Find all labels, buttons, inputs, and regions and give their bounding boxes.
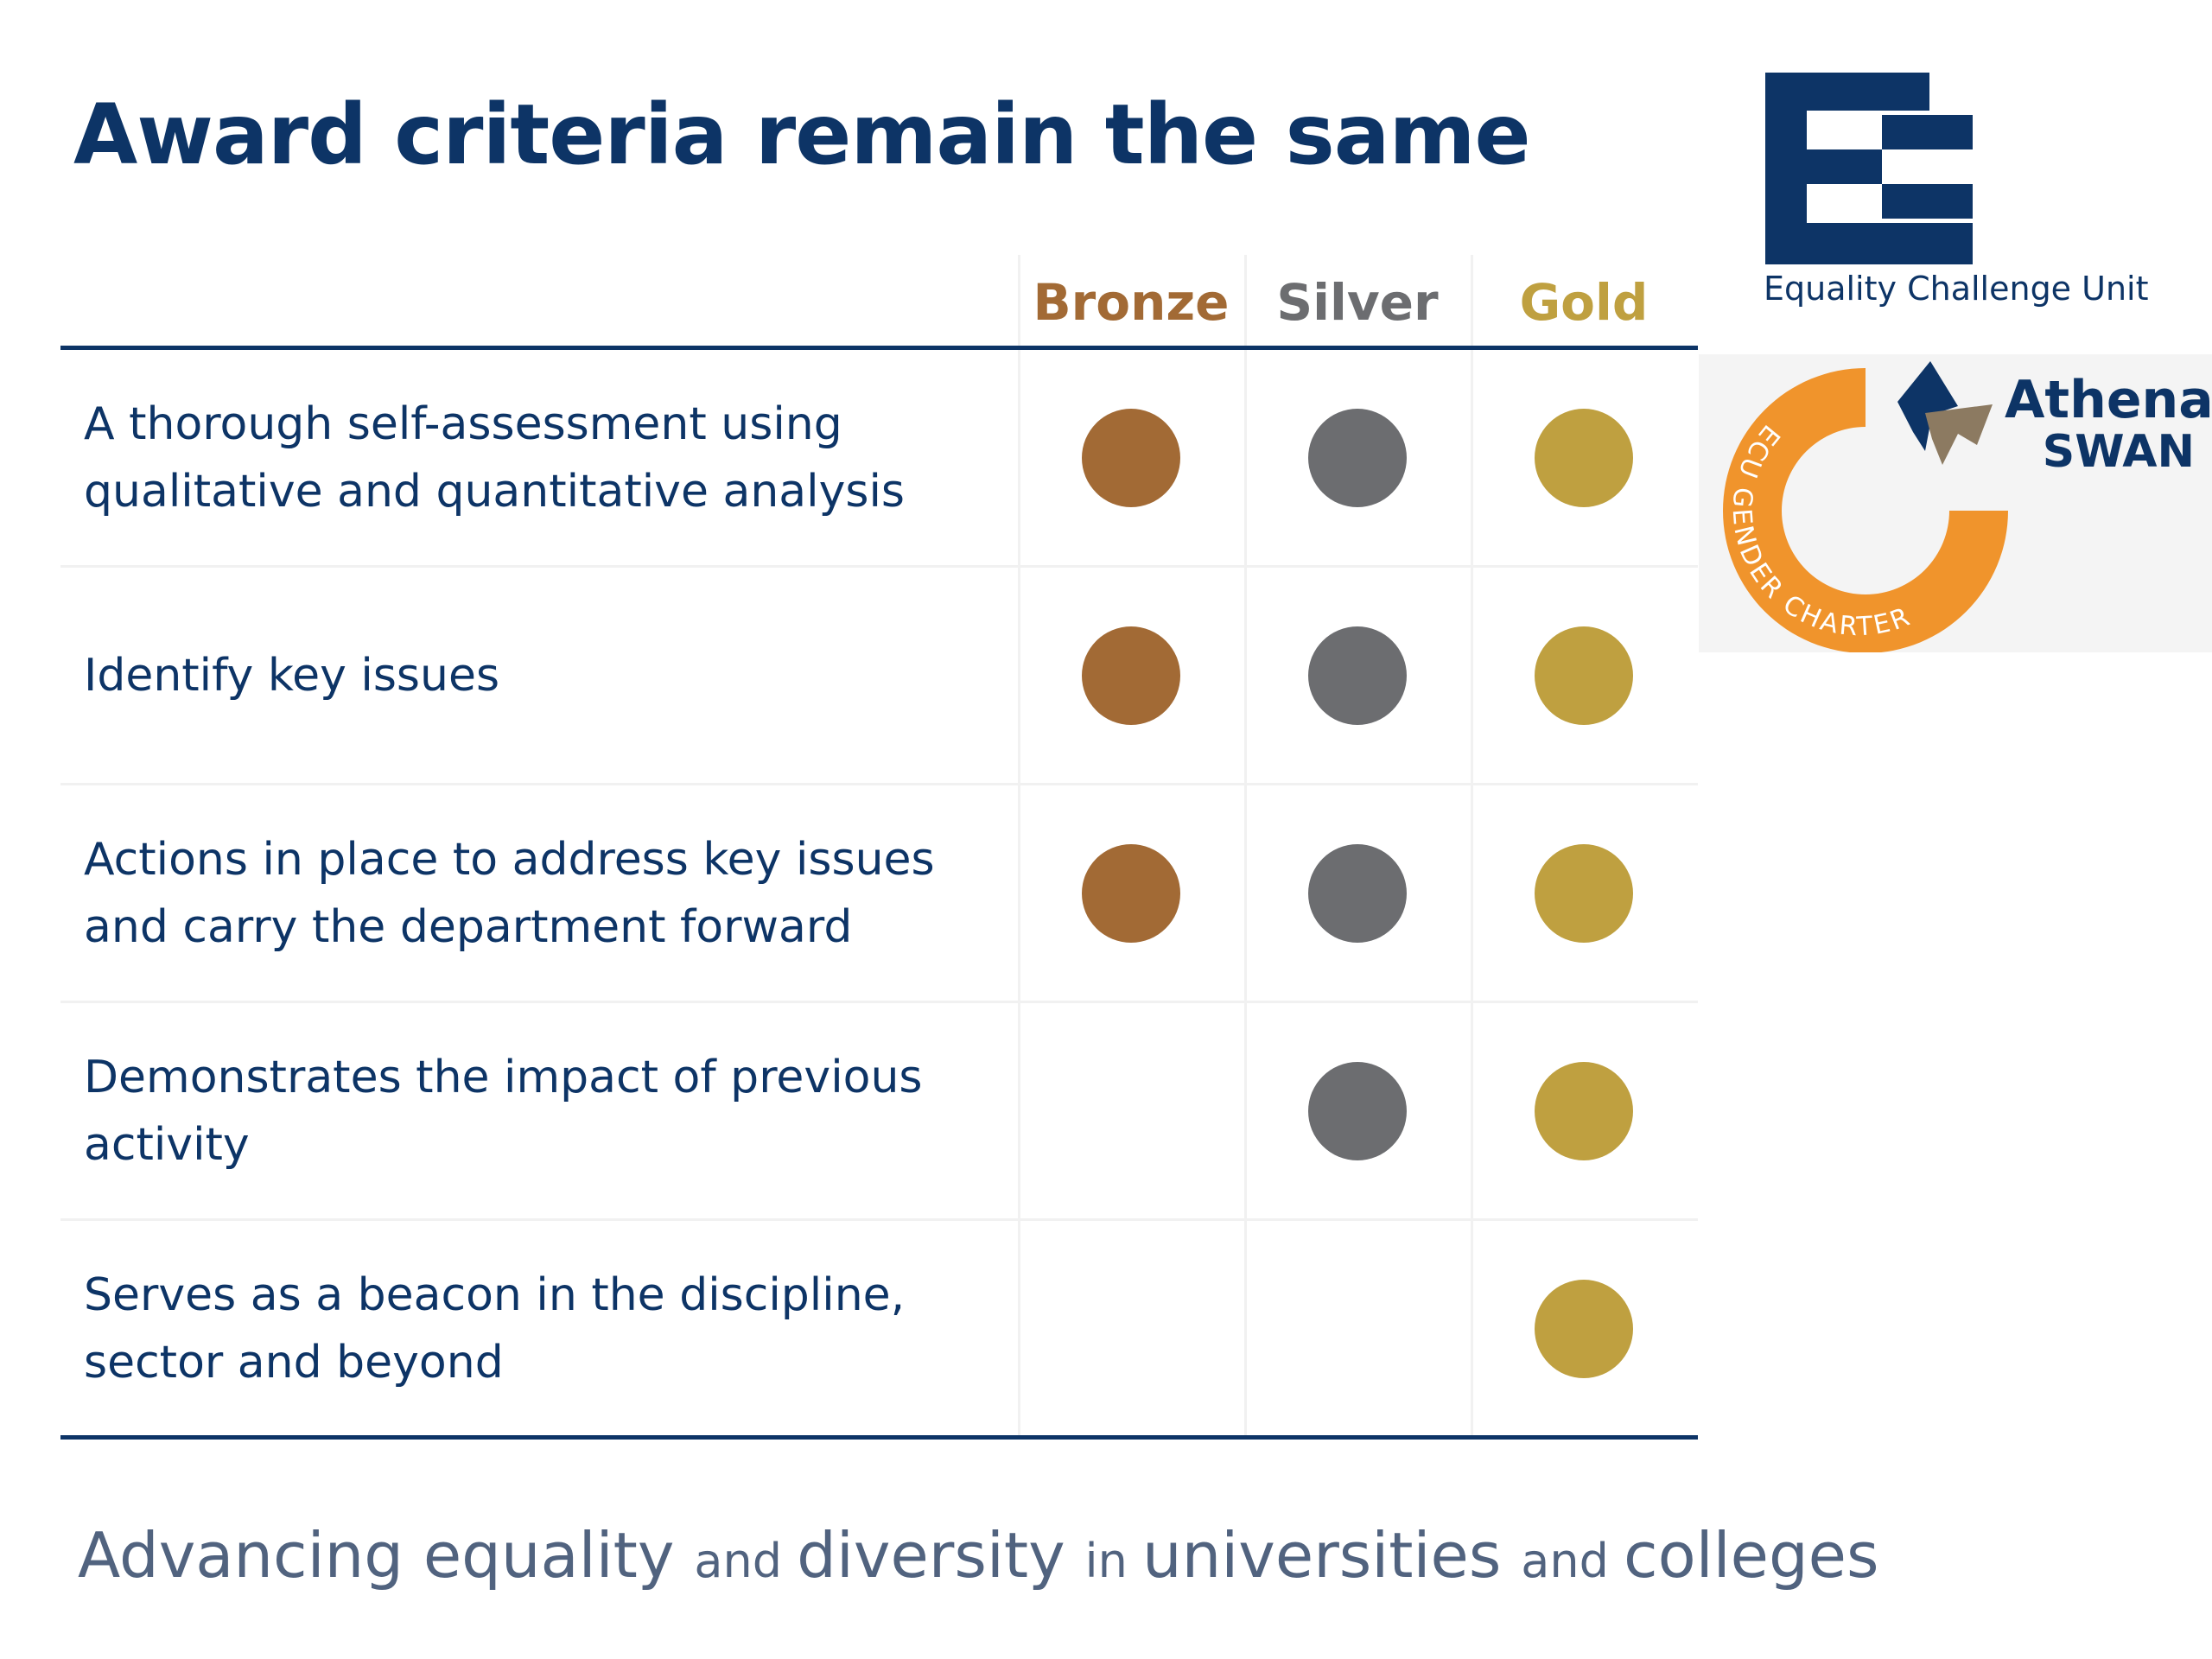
footer-rule <box>60 1435 1698 1440</box>
gold-medal-icon <box>1535 1062 1633 1160</box>
criterion-text: Serves as a beacon in the discipline, se… <box>84 1268 906 1389</box>
bronze-medal-icon <box>1082 844 1180 943</box>
svg-text:ECU GENDER CHARTER: ECU GENDER CHARTER <box>1726 419 1916 643</box>
row-divider <box>60 783 1698 785</box>
tagline-part: Advancing <box>78 1519 423 1592</box>
column-divider <box>1471 255 1473 1437</box>
gold-medal-icon <box>1535 626 1633 725</box>
silver-medal-icon <box>1308 409 1407 507</box>
column-header-silver: Silver <box>1276 273 1439 332</box>
row-divider <box>60 1218 1698 1221</box>
criterion-text: A thorough self-assessment using qualita… <box>84 397 906 518</box>
table-row: A thorough self-assessment using qualita… <box>60 350 1698 568</box>
bronze-medal-icon <box>1082 409 1180 507</box>
column-divider <box>1244 255 1247 1437</box>
table-row: Serves as a beacon in the discipline, se… <box>60 1221 1698 1439</box>
row-divider <box>60 1001 1698 1003</box>
gold-medal-icon <box>1535 409 1633 507</box>
tagline-part: universities <box>1142 1519 1522 1592</box>
table-row: Identify key issues <box>60 568 1698 785</box>
gold-medal-icon <box>1535 844 1633 943</box>
tagline-part: equality <box>423 1519 695 1592</box>
ring-text: ECU GENDER CHARTER <box>1726 419 1913 643</box>
tagline-part: colleges <box>1624 1519 1879 1592</box>
criterion-text: Actions in place to address key issues a… <box>84 833 935 953</box>
ecu-name: Equality Challenge Unit <box>1764 270 2149 308</box>
swan-word: SWAN <box>2042 426 2195 478</box>
ecu-logo-icon <box>1765 73 1973 264</box>
row-divider <box>60 565 1698 568</box>
column-header-bronze: Bronze <box>1033 273 1230 332</box>
tagline-part: in <box>1084 1534 1143 1588</box>
header-rule <box>60 346 1698 350</box>
criterion-text: Identify key issues <box>84 649 500 702</box>
table-row: Demonstrates the impact of previous acti… <box>60 1003 1698 1221</box>
tagline-part: diversity <box>797 1519 1085 1592</box>
table-row: Actions in place to address key issues a… <box>60 785 1698 1003</box>
criterion-text: Demonstrates the impact of previous acti… <box>84 1051 923 1171</box>
athena-word: Athena <box>2005 370 2212 430</box>
athena-swan-logo-icon: ECU GENDER CHARTER <box>1723 361 2008 652</box>
tagline: Advancing equality and diversity in univ… <box>78 1508 1878 1620</box>
silver-medal-icon <box>1308 1062 1407 1160</box>
tagline-part: and <box>694 1534 798 1588</box>
bronze-medal-icon <box>1082 626 1180 725</box>
silver-medal-icon <box>1308 844 1407 943</box>
slide-title: Award criteria remain the same <box>73 86 1531 183</box>
column-header-gold: Gold <box>1519 273 1649 332</box>
gold-medal-icon <box>1535 1280 1633 1378</box>
tagline-part: and <box>1521 1534 1624 1588</box>
column-divider <box>1018 255 1020 1437</box>
silver-medal-icon <box>1308 626 1407 725</box>
